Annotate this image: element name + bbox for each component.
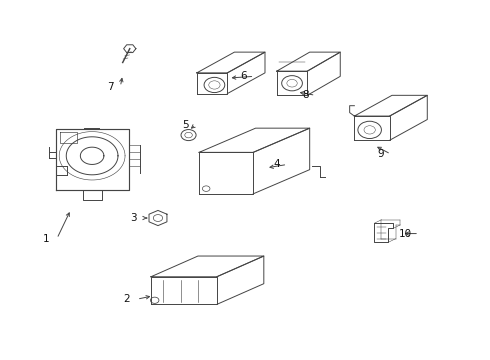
Text: 7: 7 bbox=[107, 82, 113, 92]
Text: 1: 1 bbox=[43, 234, 50, 244]
Text: 10: 10 bbox=[399, 229, 412, 239]
Text: 8: 8 bbox=[302, 90, 309, 100]
Text: 3: 3 bbox=[130, 213, 137, 223]
Text: 6: 6 bbox=[241, 71, 247, 81]
Text: 4: 4 bbox=[273, 159, 280, 170]
Text: 9: 9 bbox=[377, 149, 384, 159]
Text: 5: 5 bbox=[182, 120, 189, 130]
Text: 2: 2 bbox=[123, 294, 130, 304]
